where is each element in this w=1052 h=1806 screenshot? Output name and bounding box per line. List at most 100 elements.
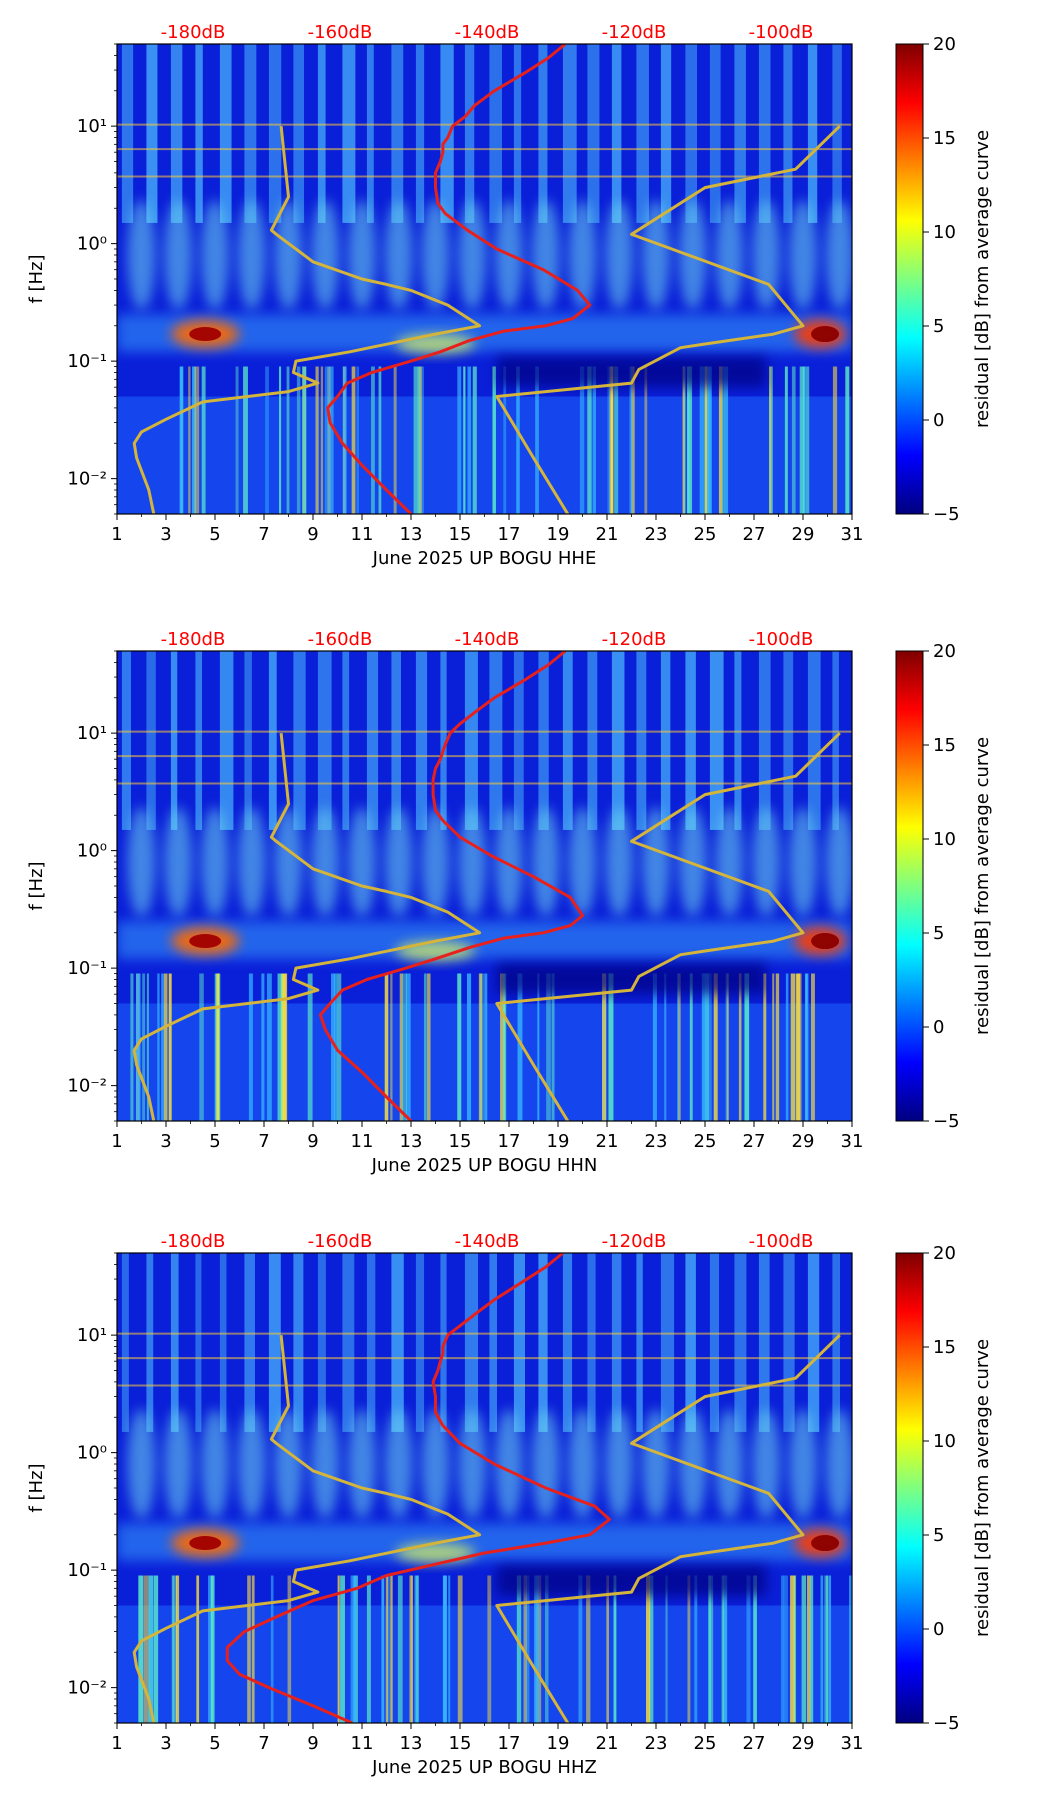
x-tick-label: 21 [596, 524, 619, 545]
heatmap-area [117, 1253, 852, 1723]
y-tick-label: 10⁻² [67, 1076, 107, 1097]
y-tick-label: 10⁻² [67, 1678, 107, 1699]
average-curve [318, 651, 584, 1121]
db-scale-label: -100dB [749, 1231, 814, 1252]
high-noise-model-curve [495, 1334, 841, 1723]
x-tick-label: 9 [307, 1131, 318, 1152]
x-axis-label: June 2025 UP BOGU HHN [371, 1155, 598, 1176]
colorbar-tick-label: 15 [933, 735, 956, 756]
db-scale-label: -100dB [749, 629, 814, 650]
x-tick-label: 7 [258, 524, 269, 545]
colorbar-tick-label: 10 [933, 1431, 956, 1452]
x-tick-label: 25 [694, 1131, 717, 1152]
average-curve [326, 44, 592, 514]
db-scale-label: -140dB [455, 22, 520, 43]
low-noise-model-curve [132, 125, 482, 514]
colorbar-tick-label: 20 [933, 641, 956, 662]
high-noise-model-curve [495, 732, 841, 1121]
db-scale-label: -100dB [749, 22, 814, 43]
x-tick-label: 15 [449, 1733, 472, 1754]
y-tick-label: 10¹ [77, 116, 107, 137]
y-axis-label: f [Hz] [26, 1463, 47, 1512]
spectrogram-panel-1: 1 3 5 7 9 11 13 15 17 19 21 23 25 27 29 3110⁻²10⁻¹10⁰10… [26, 629, 993, 1176]
x-tick-label: 17 [498, 1131, 521, 1152]
y-axis-label: f [Hz] [26, 254, 47, 303]
x-tick-label: 19 [547, 524, 570, 545]
x-tick-label: 1 [111, 1131, 122, 1152]
low-noise-model-curve [132, 1334, 482, 1723]
x-axis-label: June 2025 UP BOGU HHZ [371, 1757, 597, 1778]
colorbar-tick-label: 0 [933, 1017, 944, 1038]
colorbar-tick-label: 10 [933, 222, 956, 243]
colorbar-tick-label: 20 [933, 34, 956, 55]
db-scale-label: -120dB [602, 22, 667, 43]
x-tick-label: 5 [209, 1131, 220, 1152]
x-tick-label: 25 [694, 524, 717, 545]
x-tick-label: 11 [351, 1131, 374, 1152]
x-tick-label: 9 [307, 524, 318, 545]
spectrogram-panel-0: 1 3 5 7 9 11 13 15 17 19 21 23 25 27 29 3110⁻²10⁻¹10⁰10… [26, 22, 993, 569]
colorbar-label: residual [dB] from average curve [972, 737, 993, 1035]
heatmap-area [117, 44, 852, 514]
y-tick-label: 10⁰ [77, 234, 107, 255]
x-tick-label: 27 [743, 524, 766, 545]
db-scale-label: -120dB [602, 1231, 667, 1252]
x-tick-label: 27 [743, 1131, 766, 1152]
y-tick-label: 10⁰ [77, 1443, 107, 1464]
y-tick-label: 10¹ [77, 1325, 107, 1346]
x-tick-label: 11 [351, 524, 374, 545]
x-tick-label: 1 [111, 524, 122, 545]
x-tick-label: 13 [400, 524, 423, 545]
db-scale-label: -160dB [308, 629, 373, 650]
x-tick-label: 29 [792, 524, 815, 545]
x-axis-label: June 2025 UP BOGU HHE [372, 548, 597, 569]
x-tick-label: 29 [792, 1733, 815, 1754]
x-tick-label: 19 [547, 1131, 570, 1152]
x-tick-label: 23 [645, 524, 668, 545]
colorbar-tick-label: −5 [933, 1713, 960, 1734]
spectrogram-panel-2: 1 3 5 7 9 11 13 15 17 19 21 23 25 27 29 3110⁻²10⁻¹10⁰10… [26, 1231, 993, 1778]
x-tick-label: 23 [645, 1131, 668, 1152]
y-tick-label: 10¹ [77, 723, 107, 744]
colorbar [895, 650, 924, 1122]
db-scale-label: -180dB [161, 1231, 226, 1252]
colorbar [895, 43, 924, 515]
high-noise-model-curve [495, 125, 841, 514]
x-tick-label: 25 [694, 1733, 717, 1754]
y-tick-label: 10⁻¹ [67, 958, 107, 979]
x-tick-label: 13 [400, 1131, 423, 1152]
y-tick-label: 10⁰ [77, 841, 107, 862]
x-tick-label: 11 [351, 1733, 374, 1754]
x-tick-label: 31 [841, 1733, 864, 1754]
x-tick-label: 7 [258, 1733, 269, 1754]
colorbar [895, 1252, 924, 1724]
x-tick-label: 15 [449, 1131, 472, 1152]
db-scale-label: -180dB [161, 629, 226, 650]
db-scale-label: -140dB [455, 629, 520, 650]
colorbar-tick-label: 10 [933, 829, 956, 850]
y-axis-label: f [Hz] [26, 861, 47, 910]
x-tick-label: 7 [258, 1131, 269, 1152]
colorbar-tick-label: 15 [933, 128, 956, 149]
colorbar-tick-label: 15 [933, 1337, 956, 1358]
x-tick-label: 17 [498, 524, 521, 545]
x-tick-label: 3 [160, 1733, 171, 1754]
y-tick-label: 10⁻² [67, 469, 107, 490]
x-tick-label: 1 [111, 1733, 122, 1754]
x-tick-label: 21 [596, 1733, 619, 1754]
colorbar-tick-label: 5 [933, 316, 944, 337]
colorbar-tick-label: −5 [933, 504, 960, 525]
x-tick-label: 31 [841, 1131, 864, 1152]
average-curve [225, 1253, 611, 1723]
x-tick-label: 15 [449, 524, 472, 545]
x-tick-label: 29 [792, 1131, 815, 1152]
x-tick-label: 3 [160, 1131, 171, 1152]
x-tick-label: 23 [645, 1733, 668, 1754]
colorbar-tick-label: 5 [933, 923, 944, 944]
low-noise-model-curve [132, 732, 482, 1121]
colorbar-label: residual [dB] from average curve [972, 1339, 993, 1637]
colorbar-tick-label: 20 [933, 1243, 956, 1264]
x-tick-label: 5 [209, 1733, 220, 1754]
db-scale-label: -120dB [602, 629, 667, 650]
